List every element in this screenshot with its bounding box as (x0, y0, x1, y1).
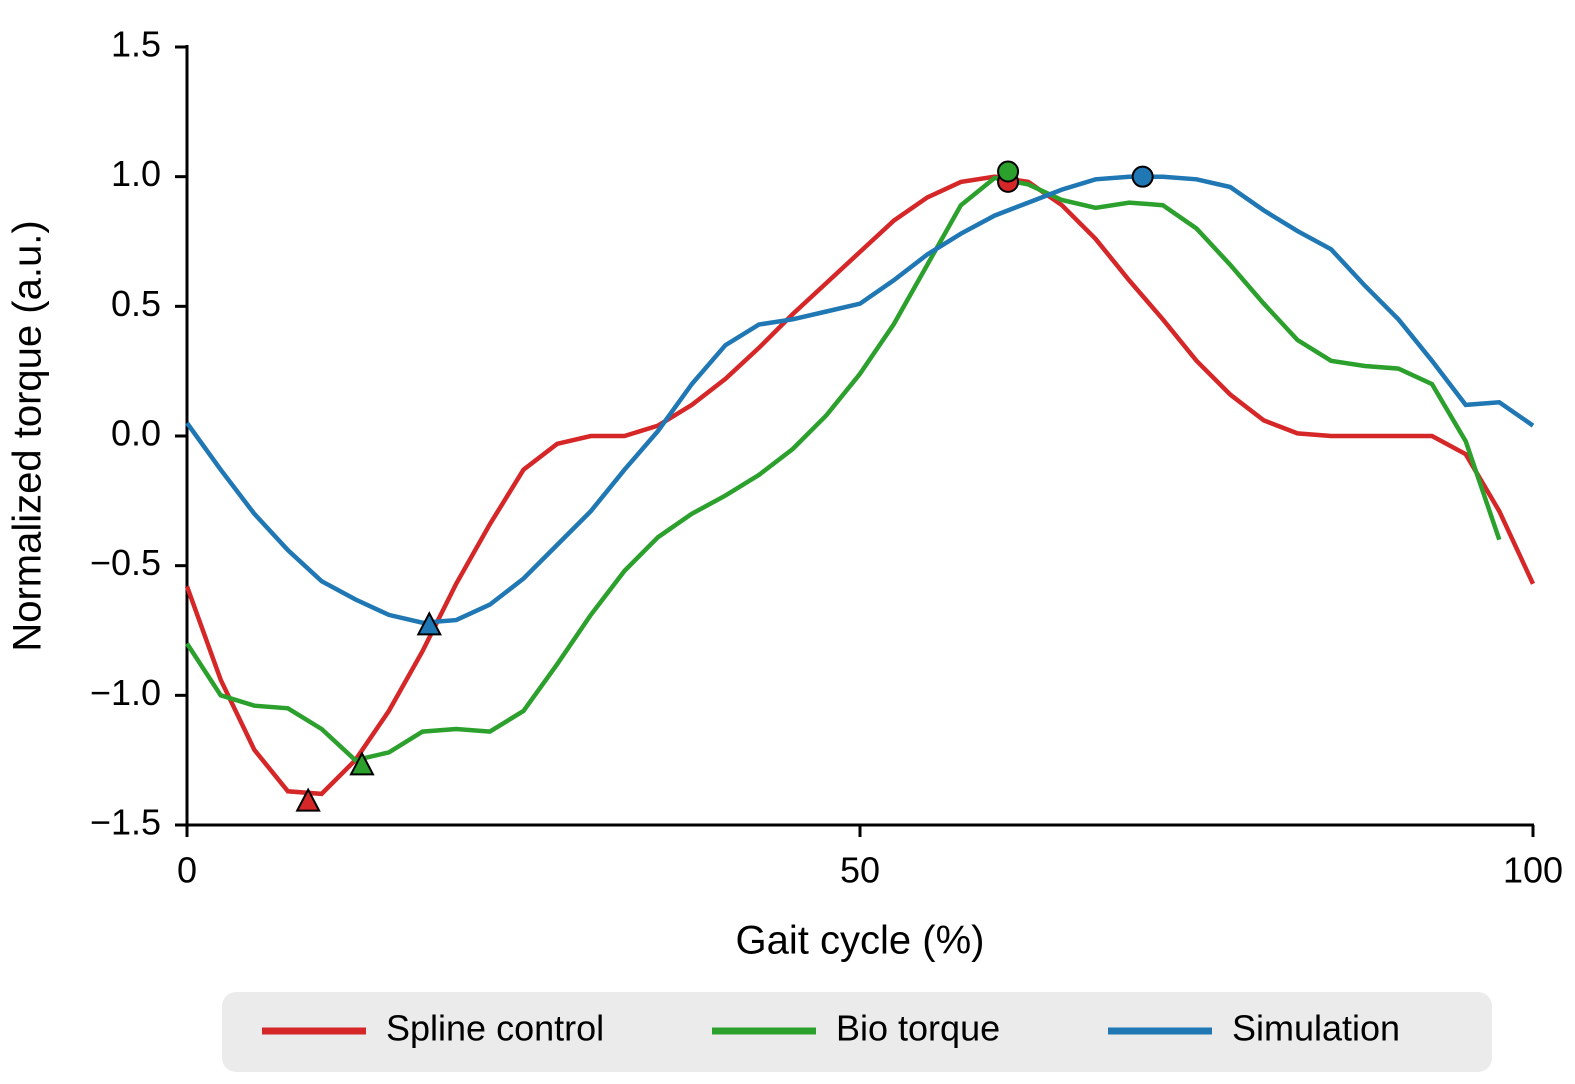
y-tick-label: −0.5 (90, 542, 161, 583)
legend-label: Spline control (386, 1008, 604, 1049)
min-marker (295, 787, 321, 812)
x-tick-label: 0 (177, 850, 197, 891)
series-line (185, 174, 1535, 625)
max-marker (997, 160, 1020, 183)
max-marker (1131, 165, 1154, 188)
y-axis-label: Normalized torque (a.u.) (6, 220, 50, 651)
series-line (185, 175, 1502, 763)
x-tick-label: 50 (840, 850, 880, 891)
y-tick-label: −1.0 (90, 672, 161, 713)
legend-box (222, 992, 1492, 1072)
x-axis-label: Gait cycle (%) (736, 919, 985, 963)
legend-label: Simulation (1232, 1008, 1400, 1049)
y-tick-label: 0.5 (111, 283, 161, 324)
min-marker (416, 611, 442, 636)
y-tick-label: 1.0 (111, 153, 161, 194)
series-line (184, 174, 1536, 797)
y-tick-label: 1.5 (111, 24, 161, 65)
min-marker (349, 751, 375, 776)
y-tick-label: 0.0 (111, 413, 161, 454)
legend-label: Bio torque (836, 1008, 1000, 1049)
y-tick-label: −1.5 (90, 802, 161, 843)
x-tick-label: 100 (1503, 850, 1563, 891)
